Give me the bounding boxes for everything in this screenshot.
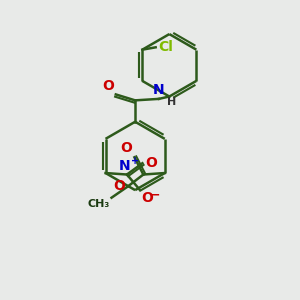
Text: O: O — [141, 191, 153, 205]
Text: +: + — [131, 156, 140, 166]
Text: −: − — [150, 188, 160, 201]
Text: O: O — [103, 79, 114, 93]
Text: CH₃: CH₃ — [88, 199, 110, 209]
Text: O: O — [120, 141, 132, 155]
Text: O: O — [146, 156, 157, 170]
Text: N: N — [119, 159, 130, 173]
Text: Cl: Cl — [159, 40, 173, 54]
Text: O: O — [114, 179, 125, 194]
Text: H: H — [167, 97, 176, 107]
Text: N: N — [153, 83, 165, 98]
